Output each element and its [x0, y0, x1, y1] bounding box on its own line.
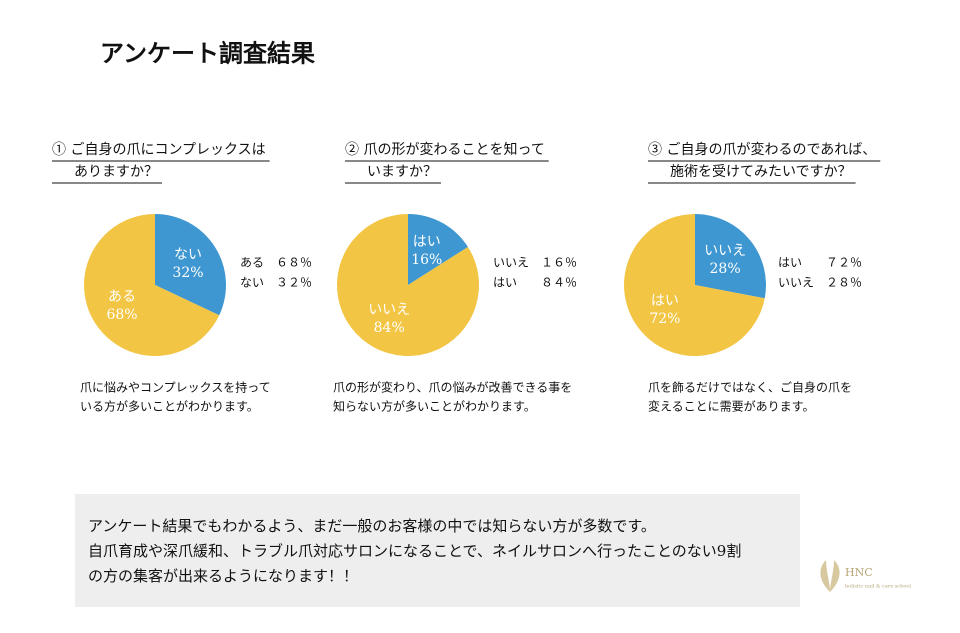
slice-value-label: 84%	[374, 320, 405, 336]
summary-line: 自爪育成や深爪緩和、トラブル爪対応サロンになることで、ネイルサロンへ行ったことの…	[88, 542, 741, 560]
chart-title: 施術を受けてみたいですか？	[670, 164, 852, 180]
chart-note: 爪を飾るだけではなく、ご自身の爪を	[648, 380, 852, 395]
pie-slice	[155, 214, 226, 316]
pie-slice	[623, 214, 765, 356]
pie-slice	[695, 214, 766, 299]
summary-line: の方の集客が出来るようになります！！	[88, 567, 358, 585]
slice-value-label: 32%	[172, 265, 203, 281]
chart-note: 爪に悩みやコンプレックスを持って	[80, 380, 271, 395]
summary-line: アンケート結果でもわかるよう、まだ一般のお客様の中では知らない方が多数です。	[88, 517, 656, 535]
legend-entry: はい ８４％	[493, 276, 577, 290]
logo: HNC holistic nail & care school	[820, 560, 911, 592]
chart-title: ③ ご自身の爪が変わるのであれば、	[648, 141, 876, 158]
slice-value-label: 28%	[710, 261, 741, 277]
pie-slice	[408, 214, 468, 285]
chart-title: ② 爪の形が変わることを知って	[345, 141, 545, 158]
chart-title: ありますか？	[74, 164, 158, 180]
legend-entry: いいえ １６％	[493, 256, 577, 270]
chart-title: いますか？	[367, 164, 437, 180]
legend-entry: ない ３２％	[240, 276, 312, 290]
slice-category: はい	[651, 293, 679, 309]
legend-entry: いいえ ２８％	[778, 276, 862, 290]
chart-note: 爪の形が変わり、爪の悩みが改善できる事を	[333, 380, 572, 395]
slice-value-label: 68%	[106, 307, 137, 323]
summary-box	[75, 494, 800, 607]
chart-note: 知らない方が多いことがわかります。	[333, 399, 536, 414]
slice-value-label: 72%	[649, 311, 680, 327]
pie-slice	[337, 213, 479, 356]
slice-value-label: 16%	[411, 252, 442, 268]
logo-icon	[820, 560, 840, 592]
slice-category: ない	[174, 247, 202, 263]
page-title: アンケート調査結果	[100, 39, 315, 68]
logo-name: HNC	[845, 566, 873, 579]
slice-category: いいえ	[704, 243, 746, 259]
chart-title: ① ご自身の爪にコンプレックスは	[52, 142, 266, 158]
slice-category: ある	[108, 289, 136, 305]
slice-category: いいえ	[368, 302, 410, 318]
chart-note: 変えることに需要があります。	[648, 399, 814, 414]
slice-category: はい	[413, 234, 441, 250]
chart-note: いる方が多いことがわかります。	[80, 399, 259, 414]
legend-entry: はい ７２％	[778, 256, 862, 270]
logo-tagline: holistic nail & care school	[845, 584, 911, 590]
pie-slice	[83, 214, 220, 357]
legend-entry: ある ６８％	[240, 256, 312, 270]
